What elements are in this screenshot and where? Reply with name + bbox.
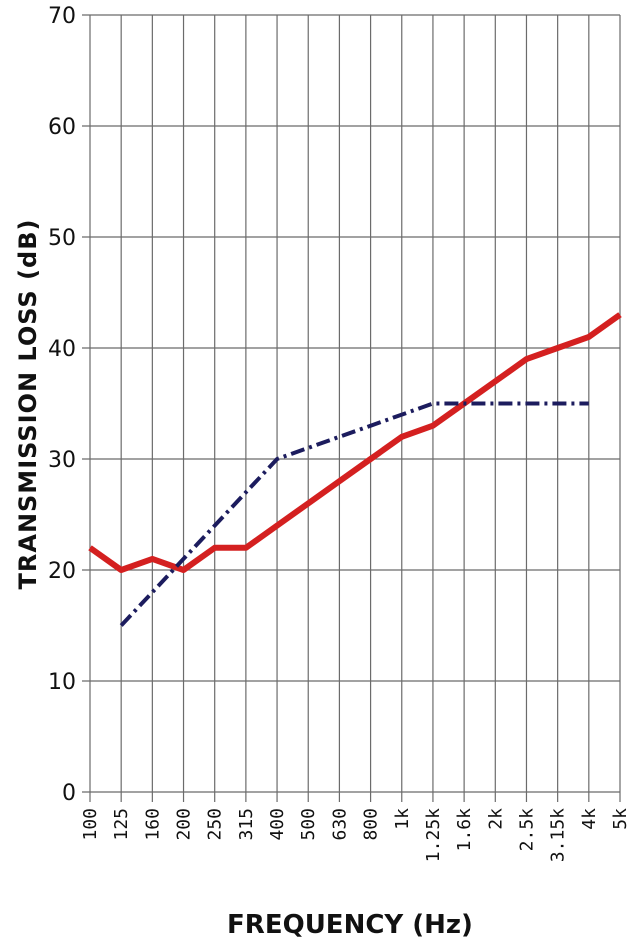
x-tick-label: 5k <box>610 808 627 830</box>
y-tick-label: 20 <box>48 559 76 584</box>
x-tick-label: 160 <box>142 808 163 841</box>
y-axis-ticks: 0 10 20 30 40 50 60 70 <box>48 4 76 806</box>
x-tick-label: 3.15k <box>548 808 569 862</box>
grid <box>82 15 620 802</box>
y-tick-label: 40 <box>48 337 76 362</box>
x-tick-label: 630 <box>329 808 350 841</box>
series-line-solid <box>90 315 620 570</box>
y-axis-title: TRANSMISSION LOSS (dB) <box>14 219 42 590</box>
x-tick-label: 800 <box>361 808 382 841</box>
x-axis-title: FREQUENCY (Hz) <box>227 910 473 940</box>
x-tick-label: 2k <box>485 808 506 830</box>
x-axis-ticks: 100 125 160 200 250 315 400 500 630 800 1k 1.25k 1.6… <box>80 808 627 862</box>
series-lines <box>90 315 620 626</box>
x-tick-label: 1.6k <box>454 808 475 852</box>
y-tick-label: 30 <box>48 448 76 473</box>
x-tick-label: 250 <box>205 808 226 841</box>
y-tick-label: 50 <box>48 226 76 251</box>
series-line-dash-dot <box>121 404 589 626</box>
y-tick-label: 10 <box>48 670 76 695</box>
y-tick-label: 70 <box>48 4 76 29</box>
y-tick-label: 60 <box>48 115 76 140</box>
x-tick-label: 4k <box>579 808 600 830</box>
x-tick-label: 125 <box>111 808 132 841</box>
x-tick-label: 1.25k <box>423 808 444 862</box>
x-tick-label: 500 <box>298 808 319 841</box>
x-tick-label: 200 <box>174 808 195 841</box>
x-tick-label: 100 <box>80 808 101 841</box>
x-tick-label: 400 <box>267 808 288 841</box>
x-tick-label: 315 <box>236 808 257 841</box>
x-tick-label: 1k <box>392 808 413 830</box>
y-tick-label: 0 <box>62 781 76 806</box>
x-tick-label: 2.5k <box>516 808 537 852</box>
